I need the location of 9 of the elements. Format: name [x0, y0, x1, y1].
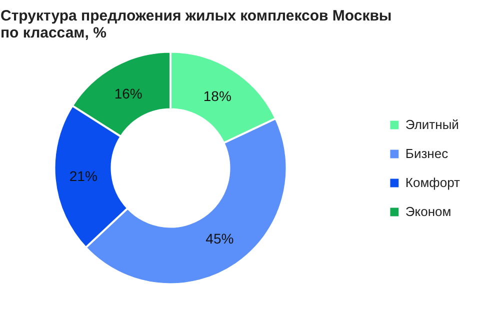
legend-label: Элитный — [405, 116, 459, 132]
data-label: 18% — [203, 88, 232, 104]
legend-label: Эконом — [405, 204, 452, 218]
chart-title: Структура предложения жилых комплексов Москвы по классам, % — [0, 8, 392, 42]
data-label: 45% — [206, 230, 234, 246]
legend-label: Комфорт — [405, 174, 460, 190]
data-label: 21% — [69, 168, 98, 184]
data-label: 16% — [114, 85, 142, 102]
legend-label: Бизнес — [405, 146, 448, 160]
